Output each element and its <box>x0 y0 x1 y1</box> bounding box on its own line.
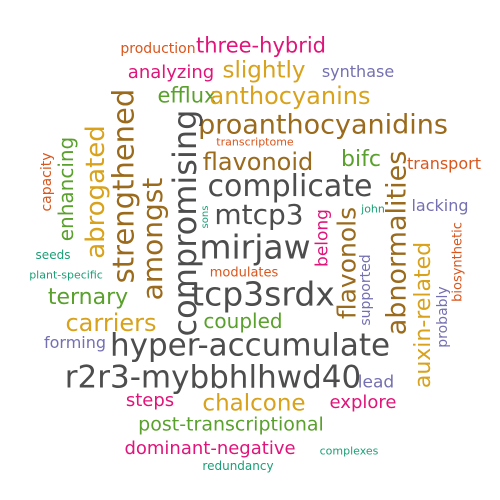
word-coupled: coupled <box>203 309 283 333</box>
word-plant-specific: plant-specific <box>29 268 103 282</box>
word-hyper-accumulate: hyper-accumulate <box>109 327 391 364</box>
word-auxin-related: auxin-related <box>411 241 436 389</box>
word-mirjaw: mirjaw <box>199 227 311 267</box>
word-redundancy: redundancy <box>202 459 274 473</box>
word-sons: sons <box>200 205 211 229</box>
word-forming: forming <box>43 333 107 352</box>
word-complexes: complexes <box>319 444 379 458</box>
word-efflux: efflux <box>157 83 217 108</box>
word-slightly: slightly <box>222 57 306 84</box>
word-capacity: capacity <box>39 152 55 212</box>
word-john: john <box>361 202 385 216</box>
word-production: production <box>120 41 196 57</box>
word-ternary: ternary <box>47 285 129 310</box>
word-supported: supported <box>358 254 374 326</box>
word-carriers: carriers <box>65 309 157 337</box>
word-transport: transport <box>407 154 481 173</box>
word-flavonols: flavonols <box>332 206 362 320</box>
word-probably: probably <box>435 286 451 348</box>
word-chalcone: chalcone <box>202 390 306 417</box>
word-flavonoid: flavonoid <box>202 148 314 176</box>
word-bifc: bifc <box>341 147 381 172</box>
word-analyzing: analyzing <box>127 62 215 83</box>
word-explore: explore <box>329 392 397 413</box>
word-steps: steps <box>125 390 175 411</box>
word-biosynthetic: biosynthetic <box>450 222 466 302</box>
word-mtcp3: mtcp3 <box>214 198 304 231</box>
word-dominant-negative: dominant-negative <box>124 438 296 459</box>
word-synthase: synthase <box>321 62 395 81</box>
word-transcriptome: transcriptome <box>216 135 294 149</box>
word-seeds: seeds <box>35 248 71 262</box>
word-compromising: compromising <box>166 109 204 337</box>
word-proanthocyanidins: proanthocyanidins <box>198 109 448 141</box>
word-r2r3-mybbhlhwd40: r2r3-mybbhlhwd40 <box>64 359 362 396</box>
word-enhancing: enhancing <box>54 136 78 242</box>
word-lacking: lacking <box>411 196 469 215</box>
word-modulates: modulates <box>209 265 279 281</box>
word-abnormalities: abnormalities <box>381 150 413 336</box>
word-belong: belong <box>312 209 333 267</box>
word-strengthened: strengthened <box>106 88 141 284</box>
word-abrogated: abrogated <box>81 125 111 259</box>
word-tcp3srdx: tcp3srdx <box>191 274 335 314</box>
word-amongst: amongst <box>136 177 169 301</box>
word-lead: lead <box>357 372 395 393</box>
word-post-transcriptional: post-transcriptional <box>138 413 324 436</box>
word-three-hybrid: three-hybrid <box>196 33 326 58</box>
word-complicate: complicate <box>207 169 373 204</box>
word-anthocyanins: anthocyanins <box>209 82 371 110</box>
